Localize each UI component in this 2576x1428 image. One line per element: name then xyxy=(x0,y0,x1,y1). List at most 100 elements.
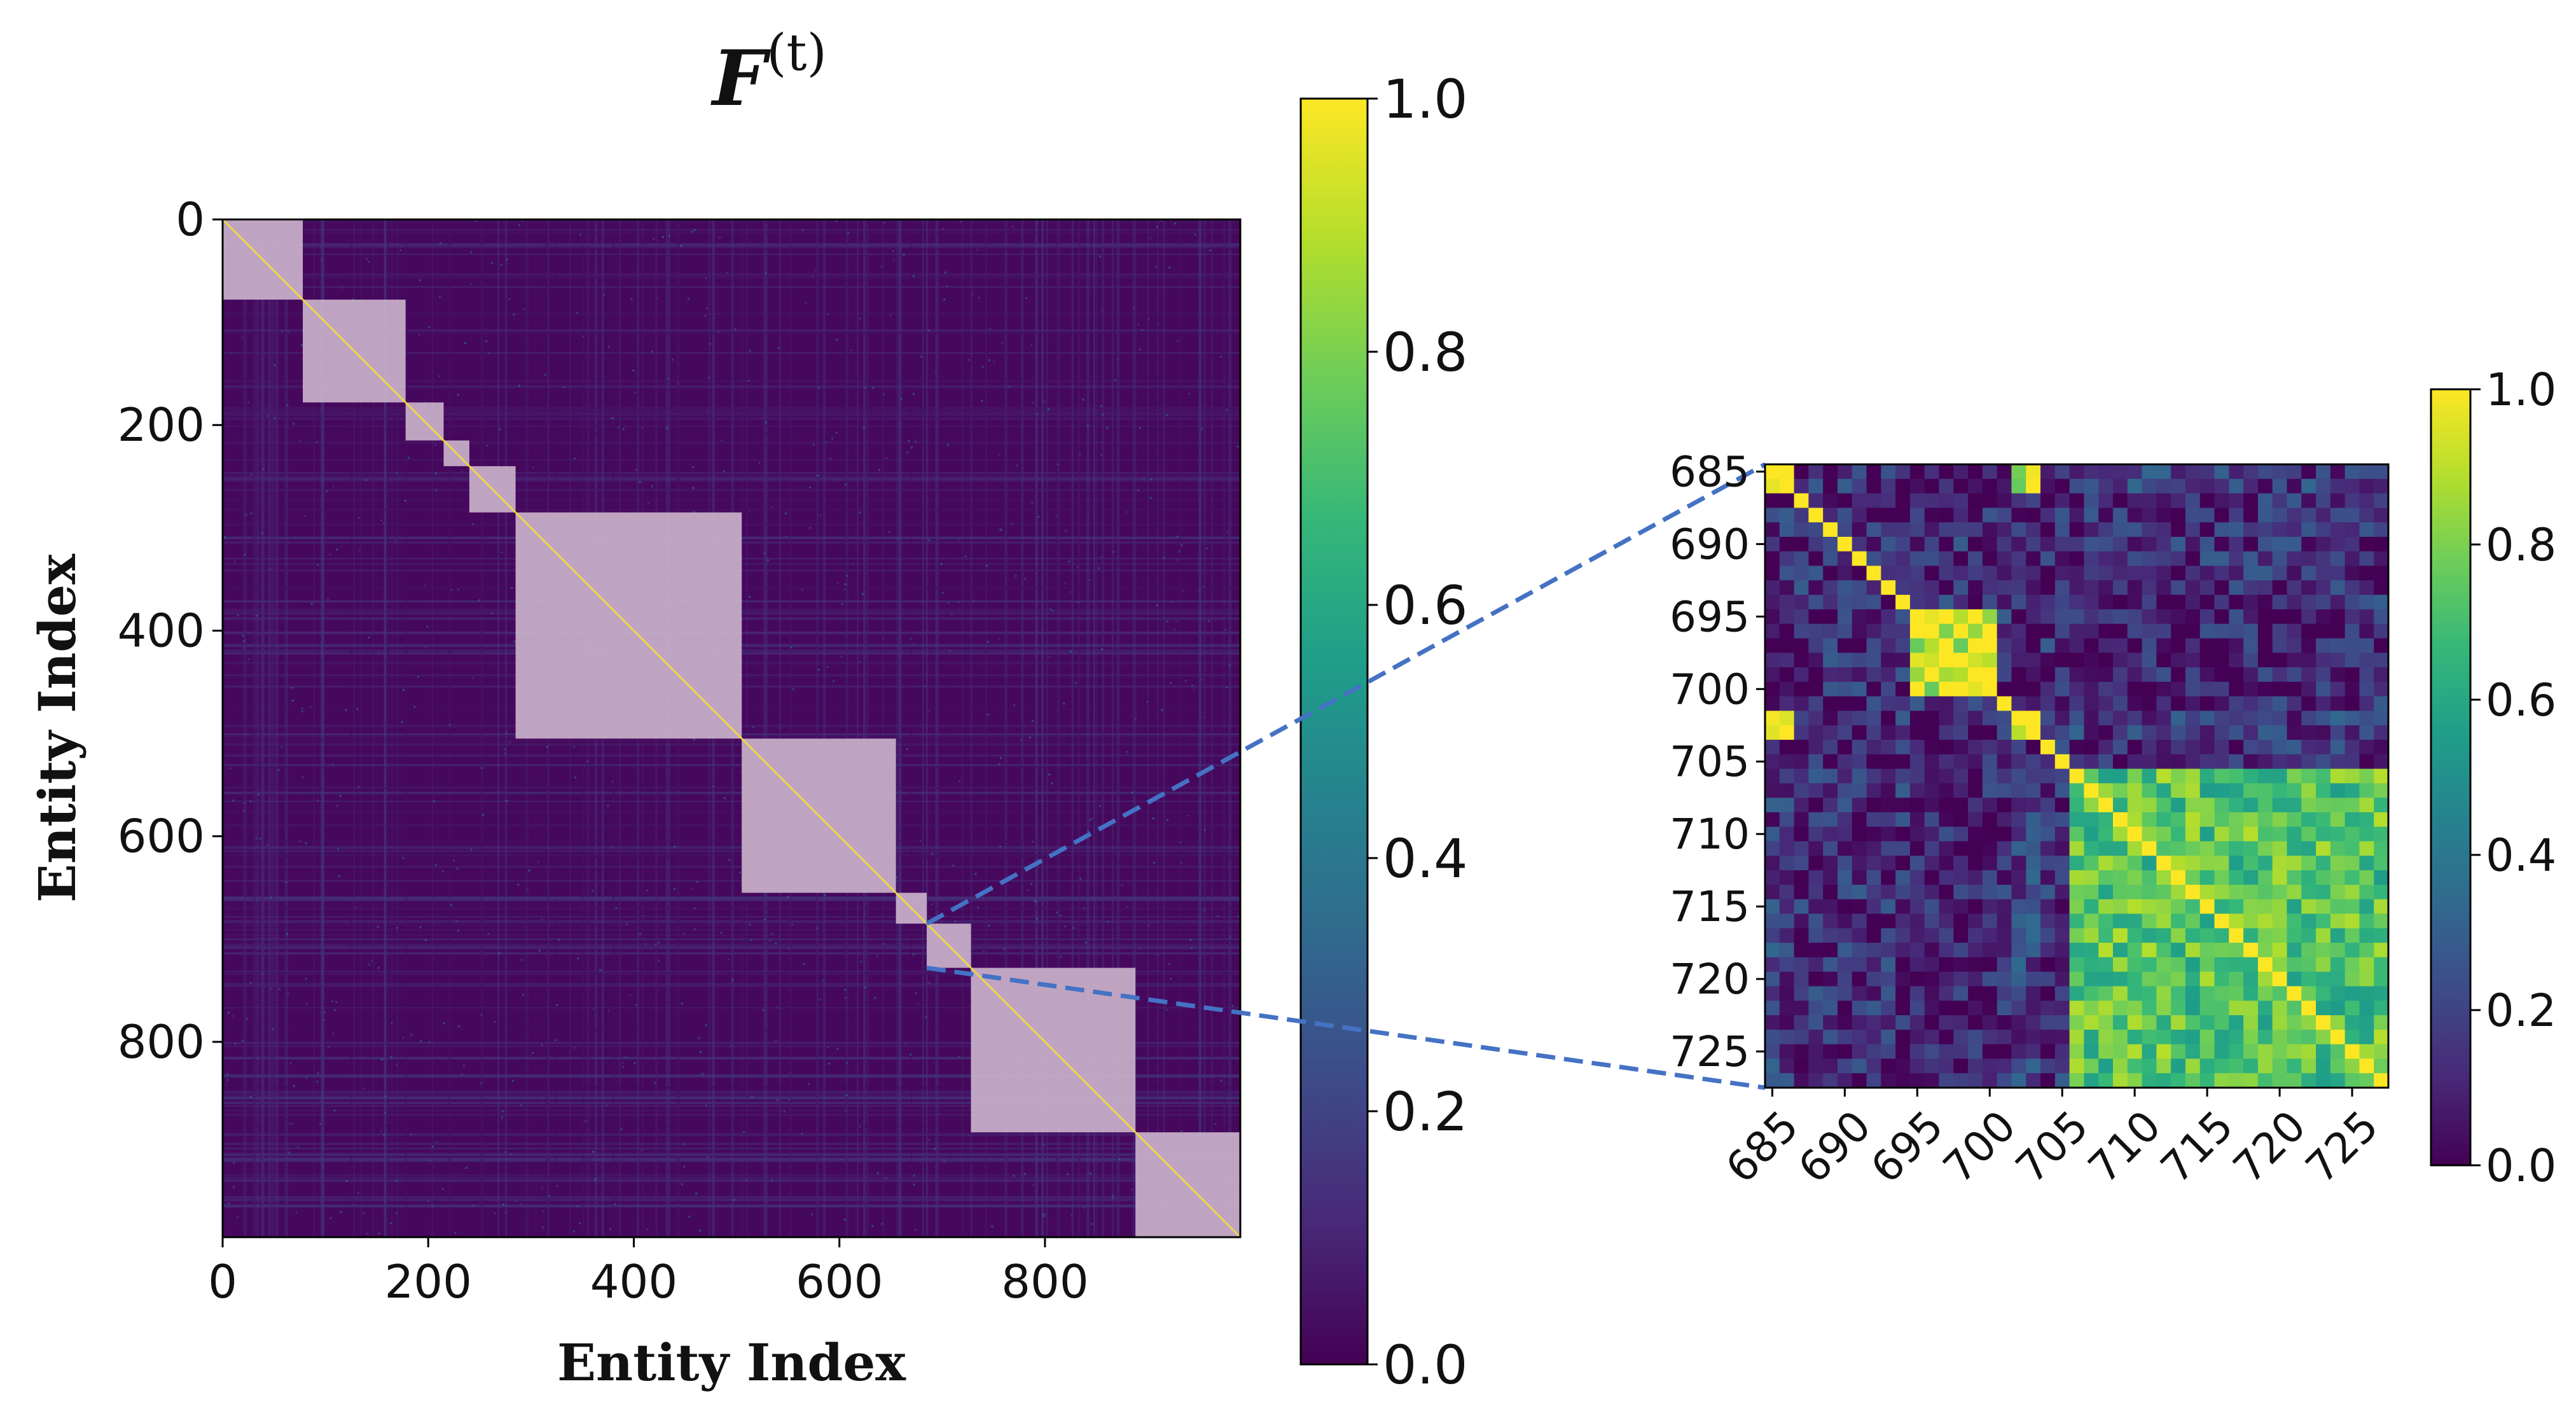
zoom-cell xyxy=(2084,725,2099,740)
zoom-cell xyxy=(1881,913,1896,929)
main-texture-speck xyxy=(642,914,644,917)
main-texture-speck xyxy=(852,563,854,565)
zoom-cell xyxy=(1997,754,2012,770)
zoom-cell xyxy=(1794,464,1809,480)
zoom-cell xyxy=(2272,1029,2288,1045)
zoom-cell xyxy=(1837,464,1853,480)
zoom-cell xyxy=(2156,783,2171,798)
zoom-cell xyxy=(1823,464,1838,480)
zoom-cell xyxy=(1968,856,1983,871)
zoom-cell xyxy=(1808,928,1824,943)
main-texture-speck xyxy=(912,392,915,395)
main-texture-speck xyxy=(897,375,900,377)
main-texture-speck xyxy=(611,417,614,419)
zoom-cell xyxy=(2344,508,2360,523)
zoom-cell xyxy=(1866,1073,1881,1088)
zoom-cell xyxy=(2127,522,2143,537)
main-texture-speck xyxy=(363,1087,365,1090)
zoom-cell xyxy=(1765,478,1780,494)
zoom-cell xyxy=(2084,754,2099,770)
figure-title: F(t) xyxy=(710,23,827,123)
zoom-cell xyxy=(2199,725,2215,740)
zoom-cell xyxy=(2156,478,2171,494)
zoom-cell xyxy=(1823,971,1838,987)
zoom-cell xyxy=(2112,841,2128,856)
zoom-cell xyxy=(2084,536,2099,552)
zoom-cell xyxy=(2374,783,2388,798)
main-texture-speck xyxy=(457,394,459,396)
main-texture-stripe xyxy=(223,1029,1240,1031)
zoom-cell xyxy=(2127,1058,2143,1074)
zoom-cell xyxy=(2127,986,2143,1001)
zoom-cell xyxy=(2214,856,2229,871)
main-texture-speck xyxy=(494,1020,496,1023)
zoom-cell xyxy=(2127,740,2143,755)
main-texture-speck xyxy=(705,1024,707,1027)
main-texture-speck xyxy=(384,1112,386,1114)
main-texture-speck xyxy=(620,1128,623,1130)
zoom-cell xyxy=(2330,899,2346,915)
main-texture-speck xyxy=(410,1034,413,1036)
main-texture-speck xyxy=(321,260,323,262)
main-texture-speck xyxy=(1106,427,1109,429)
zoom-cell xyxy=(2185,508,2201,523)
zoom-cell xyxy=(2084,653,2099,668)
zoom-cell xyxy=(1837,812,1853,828)
main-texture-speck xyxy=(862,427,865,429)
main-texture-speck xyxy=(609,1228,612,1230)
zoom-cell xyxy=(1924,913,1940,929)
main-texture-stripe xyxy=(284,219,288,1237)
zoom-cell xyxy=(1765,986,1780,1001)
zoom-cell xyxy=(1953,667,1969,683)
zoom-cell xyxy=(1982,826,1998,842)
zoom-cell xyxy=(1881,667,1896,683)
zoom-cell xyxy=(2257,638,2273,653)
main-texture-speck xyxy=(682,932,685,935)
zoom-cell xyxy=(2229,812,2244,828)
zoom-cell xyxy=(1881,478,1896,494)
main-texture-speck xyxy=(228,1011,230,1014)
main-texture-speck xyxy=(456,868,459,870)
zoom-cell xyxy=(2229,928,2244,943)
main-texture-speck xyxy=(1031,502,1034,504)
main-texture-speck xyxy=(1100,556,1103,558)
zoom-cell xyxy=(2199,667,2215,683)
zoom-cell xyxy=(2185,1058,2201,1074)
main-texture-speck xyxy=(366,1233,369,1235)
zoom-cell xyxy=(2011,740,2026,755)
zoom-cell xyxy=(1953,580,1969,595)
main-texture-speck xyxy=(969,1198,972,1201)
zoom-cell xyxy=(2243,768,2259,784)
zoom-cell xyxy=(2243,841,2259,856)
zoom-cell xyxy=(1765,522,1780,537)
main-texture-speck xyxy=(769,939,772,942)
zoom-cell xyxy=(1779,841,1795,856)
main-texture-stripe xyxy=(223,273,1240,276)
main-texture-speck xyxy=(1069,650,1072,653)
main-y-tick-label: 0 xyxy=(176,193,205,246)
zoom-cell xyxy=(2127,464,2143,480)
main-texture-speck xyxy=(250,473,253,476)
zoom-cell xyxy=(1852,667,1867,683)
main-texture-speck xyxy=(1209,249,1212,252)
zoom-cell xyxy=(2185,1001,2201,1016)
zoom-cell xyxy=(2344,971,2360,987)
zoom-cell xyxy=(2257,913,2273,929)
zoom-cell xyxy=(1909,884,1925,900)
main-texture-speck xyxy=(673,888,675,891)
zoom-cell xyxy=(2214,943,2229,958)
main-texture-speck xyxy=(1219,356,1222,358)
zoom-cell xyxy=(2272,478,2288,494)
zoom-cell xyxy=(2040,957,2056,973)
zoom-cell xyxy=(2040,1073,2056,1088)
main-texture-speck xyxy=(578,1222,581,1224)
zoom-cell xyxy=(2026,812,2041,828)
zoom-cell xyxy=(2301,493,2316,508)
main-texture-speck xyxy=(548,1195,551,1197)
main-texture-speck xyxy=(803,963,805,966)
zoom-cell xyxy=(2069,957,2084,973)
zoom-cell xyxy=(2040,580,2056,595)
zoom-cell xyxy=(2287,812,2302,828)
main-texture-speck xyxy=(1086,425,1089,427)
